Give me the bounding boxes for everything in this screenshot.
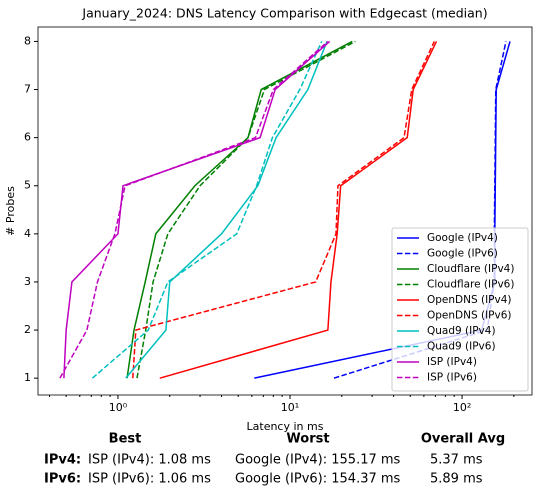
legend-label: OpenDNS (IPv6) bbox=[427, 310, 512, 322]
y-axis-label: # Probes bbox=[4, 186, 17, 236]
header: Worst bbox=[286, 432, 329, 447]
legend bbox=[391, 227, 529, 392]
legend-label: Quad9 (IPv6) bbox=[427, 341, 496, 353]
legend-label: Cloudflare (IPv6) bbox=[427, 279, 514, 291]
series-line bbox=[132, 41, 436, 379]
series-line bbox=[63, 40, 331, 379]
legend-label: OpenDNS (IPv4) bbox=[427, 294, 512, 306]
y-tick-label: 4 bbox=[24, 227, 31, 240]
summary: Best Worst Overall Avg IPv4: ISP (IPv4):… bbox=[44, 432, 505, 487]
legend-label: ISP (IPv4) bbox=[427, 356, 477, 368]
x-tick-label: 10⁰ bbox=[109, 401, 128, 414]
chart-title: January_2024: DNS Latency Comparison wit… bbox=[81, 6, 487, 21]
y-tick-label: 2 bbox=[24, 323, 31, 336]
y-tick-label: 3 bbox=[24, 275, 31, 288]
y-tick-label: 6 bbox=[24, 131, 31, 144]
series-line bbox=[125, 41, 328, 379]
cell: ISP (IPv6): 1.06 ms bbox=[88, 472, 211, 487]
cell: ISP (IPv4): 1.08 ms bbox=[88, 453, 211, 468]
cell: Google (IPv6): 154.37 ms bbox=[235, 472, 401, 487]
y-tick-label: 7 bbox=[24, 83, 31, 96]
cell: Google (IPv4): 155.17 ms bbox=[235, 453, 401, 468]
x-axis-label: Latency in ms bbox=[247, 420, 324, 433]
row-label: IPv6: bbox=[44, 472, 81, 487]
header: Best bbox=[109, 432, 142, 447]
legend-label: Quad9 (IPv4) bbox=[427, 325, 496, 337]
header: Overall Avg bbox=[421, 432, 505, 447]
row-label: IPv4: bbox=[44, 453, 81, 468]
x-tick-label: 10¹ bbox=[281, 401, 299, 414]
y-tick-label: 5 bbox=[24, 179, 31, 192]
plot-frame bbox=[37, 26, 533, 396]
x-tick-label: 10² bbox=[453, 401, 471, 414]
series-line bbox=[136, 40, 356, 379]
y-tick-label: 8 bbox=[24, 34, 31, 47]
series-line bbox=[91, 41, 323, 379]
legend-label: ISP (IPv6) bbox=[427, 372, 477, 384]
cell: 5.89 ms bbox=[430, 472, 483, 487]
series-line bbox=[126, 40, 353, 379]
series-line bbox=[59, 40, 329, 379]
legend-label: Google (IPv4) bbox=[427, 232, 498, 244]
cell: 5.37 ms bbox=[430, 453, 483, 468]
legend-label: Google (IPv6) bbox=[427, 248, 498, 260]
y-tick-label: 1 bbox=[24, 371, 31, 384]
legend-label: Cloudflare (IPv4) bbox=[427, 263, 514, 275]
series-line bbox=[159, 41, 438, 379]
